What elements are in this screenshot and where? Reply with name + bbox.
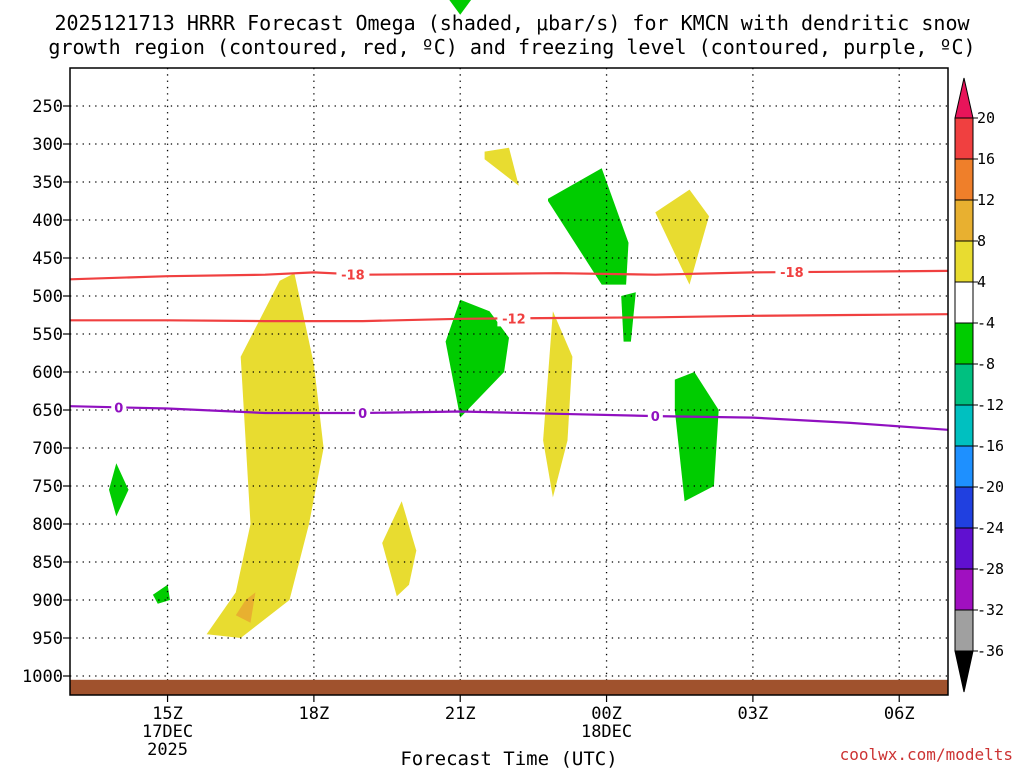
omega-region-2 — [548, 168, 629, 285]
ytick-label-700: 700 — [32, 439, 63, 459]
ytick-label-900: 900 — [32, 591, 63, 611]
omega-region-1 — [484, 147, 519, 186]
xtick-label-00Z: 00Z — [591, 704, 622, 724]
contour-label-bg-1-0 — [497, 310, 531, 327]
xtick-label-21Z: 21Z — [445, 704, 476, 724]
contour-label-bg-2-0 — [111, 399, 127, 416]
contour-label-bg-0-1 — [775, 264, 809, 281]
contour-label-1-0: -12 — [502, 312, 526, 327]
colorbar-label-5: -4 — [977, 314, 995, 332]
contour-label-2-1: 0 — [358, 407, 367, 422]
colorbar-bin-1 — [954, 117, 974, 160]
colorbar-bin-10 — [954, 486, 974, 529]
ytick-label-750: 750 — [32, 477, 63, 497]
colorbar-bin-6 — [954, 322, 974, 365]
colorbar-label-9: -20 — [977, 478, 1004, 496]
ytick-label-250: 250 — [32, 97, 63, 117]
omega-region-7 — [674, 372, 719, 502]
xtick-label-03Z: 03Z — [738, 704, 769, 724]
ytick-label-500: 500 — [32, 287, 63, 307]
ytick-label-950: 950 — [32, 629, 63, 649]
ytick-label-350: 350 — [32, 173, 63, 193]
xtick-label-18Z: 18Z — [299, 704, 330, 724]
ytick-label-800: 800 — [32, 515, 63, 535]
colorbar-label-2: 12 — [977, 191, 995, 209]
colorbar-label-12: -32 — [977, 601, 1004, 619]
gridlines — [70, 68, 948, 695]
colorbar-bin-7 — [954, 363, 974, 406]
y-axis-ticks: 250 300 350 400 450 500 550 600 650 700 750 800 850 9… — [22, 97, 70, 687]
ytick-label-600: 600 — [32, 363, 63, 383]
colorbar-label-7: -12 — [977, 396, 1004, 414]
colorbar-bin-2 — [954, 158, 974, 201]
ytick-label-450: 450 — [32, 249, 63, 269]
colorbar-label-3: 8 — [977, 232, 986, 250]
contour-label-0-0: -18 — [341, 268, 365, 283]
colorbar-label-8: -16 — [977, 437, 1004, 455]
colorbar-label-10: -24 — [977, 519, 1004, 537]
colorbar-label-0: 20 — [977, 109, 995, 127]
colorbar-bin-5 — [954, 281, 974, 324]
colorbar-label-4: 4 — [977, 273, 986, 291]
omega-region-8 — [206, 273, 324, 638]
contour-label-bg-2-1 — [355, 405, 371, 422]
contour-label-2-2: 0 — [651, 410, 660, 425]
colorbar-bottom-arrow — [954, 650, 974, 693]
omega-region-12 — [152, 584, 170, 604]
colorbar-label-1: 16 — [977, 150, 995, 168]
omega-region-9 — [235, 592, 256, 623]
contour-lines: -18 -18 -12 0 0 0 — [69, 264, 949, 431]
contour-label-bg-2-2 — [647, 408, 663, 425]
ytick-label-400: 400 — [32, 211, 63, 231]
colorbar-bin-13 — [954, 609, 974, 652]
ytick-label-1000: 1000 — [22, 667, 63, 687]
x-axis-label: Forecast Time (UTC) — [400, 748, 617, 768]
credit-text: coolwx.com/modelts — [840, 745, 1013, 764]
plot-frame — [69, 67, 949, 696]
contour-label-bg-0-0 — [336, 266, 370, 283]
omega-region-10 — [382, 501, 417, 597]
colorbar-label-6: -8 — [977, 355, 995, 373]
chart-title-line2: growth region (contoured, red, ºC) and f… — [48, 35, 975, 59]
colorbar-bin-9 — [954, 445, 974, 488]
omega-region-11 — [109, 463, 129, 517]
colorbar-bin-11 — [954, 527, 974, 570]
omega-region-5 — [543, 311, 573, 498]
contour-label-0-1: -18 — [780, 266, 804, 281]
xtick-label-06Z: 06Z — [884, 704, 915, 724]
colorbar-bin-8 — [954, 404, 974, 447]
colorbar-bin-12 — [954, 568, 974, 611]
contour-label-2-0: 0 — [114, 401, 123, 416]
omega-region-4 — [445, 299, 509, 418]
ytick-label-650: 650 — [32, 401, 63, 421]
xtick-date-15Z: 17DEC — [142, 722, 193, 742]
contour-freezing-2 — [69, 405, 949, 431]
omega-region-3 — [655, 189, 709, 285]
omega-region-0 — [449, 0, 472, 15]
colorbar: 20 16 12 8 4 -4 -8 -12 -16 -20 -24 -28 -32 -36 — [954, 77, 1004, 693]
colorbar-label-13: -36 — [977, 642, 1004, 660]
ytick-label-850: 850 — [32, 553, 63, 573]
xtick-year-15Z: 2025 — [147, 740, 188, 760]
chart-title-line1: 2025121713 HRRR Forecast Omega (shaded, … — [54, 11, 970, 35]
colorbar-label-11: -28 — [977, 560, 1004, 578]
colorbar-bin-3 — [954, 199, 974, 242]
ytick-label-550: 550 — [32, 325, 63, 345]
omega-shaded-regions — [109, 0, 719, 638]
ytick-label-300: 300 — [32, 135, 63, 155]
xtick-date-00Z: 18DEC — [581, 722, 632, 742]
colorbar-top-arrow — [954, 77, 974, 119]
ground-surface — [70, 679, 948, 695]
xtick-label-15Z: 15Z — [152, 704, 183, 724]
colorbar-bin-4 — [954, 240, 974, 283]
